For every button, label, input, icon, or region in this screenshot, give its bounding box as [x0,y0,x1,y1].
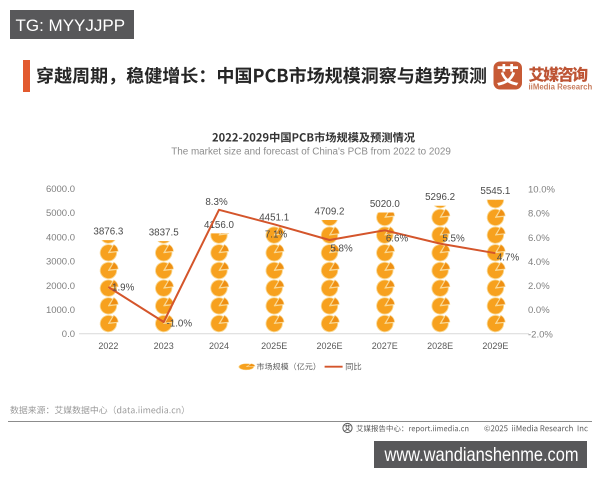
svg-text:5020.0: 5020.0 [370,199,401,210]
svg-text:0.0: 0.0 [62,329,75,340]
svg-text:2024: 2024 [209,341,229,351]
svg-text:10.0%: 10.0% [528,185,555,196]
svg-text:4709.2: 4709.2 [315,206,345,217]
svg-text:0.0%: 0.0% [528,305,550,316]
svg-text:-1.0%: -1.0% [167,319,193,330]
svg-text:8.0%: 8.0% [528,209,550,220]
svg-text:2026E: 2026E [316,341,342,351]
svg-text:6.0%: 6.0% [528,233,550,244]
svg-text:8.3%: 8.3% [205,197,228,208]
svg-text:2023: 2023 [154,341,174,351]
svg-text:2027E: 2027E [372,341,398,351]
svg-text:1000.0: 1000.0 [46,305,75,316]
svg-text:5.5%: 5.5% [442,233,465,244]
svg-text:5545.1: 5545.1 [480,186,510,197]
svg-text:5296.2: 5296.2 [425,192,455,203]
svg-text:4.7%: 4.7% [497,253,520,264]
svg-text:4451.1: 4451.1 [259,213,289,224]
svg-text:5.8%: 5.8% [330,243,353,254]
svg-text:2025E: 2025E [261,341,287,351]
svg-text:2022: 2022 [98,341,118,351]
svg-text:3837.5: 3837.5 [149,228,180,239]
svg-text:3000.0: 3000.0 [46,257,75,268]
svg-text:1.9%: 1.9% [112,283,135,294]
svg-text:2029E: 2029E [482,341,508,351]
svg-text:3876.3: 3876.3 [93,227,124,238]
svg-text:2028E: 2028E [427,341,453,351]
svg-text:TG: MYYJJPP: TG: MYYJJPP [16,16,126,35]
svg-text:6000.0: 6000.0 [46,184,75,195]
svg-text:www.wandianshenme.com: www.wandianshenme.com [384,444,579,465]
svg-text:5000.0: 5000.0 [46,208,75,219]
svg-text:4000.0: 4000.0 [46,232,75,243]
svg-text:2.0%: 2.0% [528,281,550,292]
svg-text:2000.0: 2000.0 [46,281,75,292]
svg-text:4.0%: 4.0% [528,257,550,268]
svg-text:7.1%: 7.1% [265,229,288,240]
svg-text:-2.0%: -2.0% [528,329,553,340]
svg-text:iiMedia Research: iiMedia Research [529,83,593,92]
svg-text:6.6%: 6.6% [386,233,409,244]
svg-text:4156.0: 4156.0 [204,220,235,231]
svg-text:The market size and forecast o: The market size and forecast of China's … [171,147,451,158]
